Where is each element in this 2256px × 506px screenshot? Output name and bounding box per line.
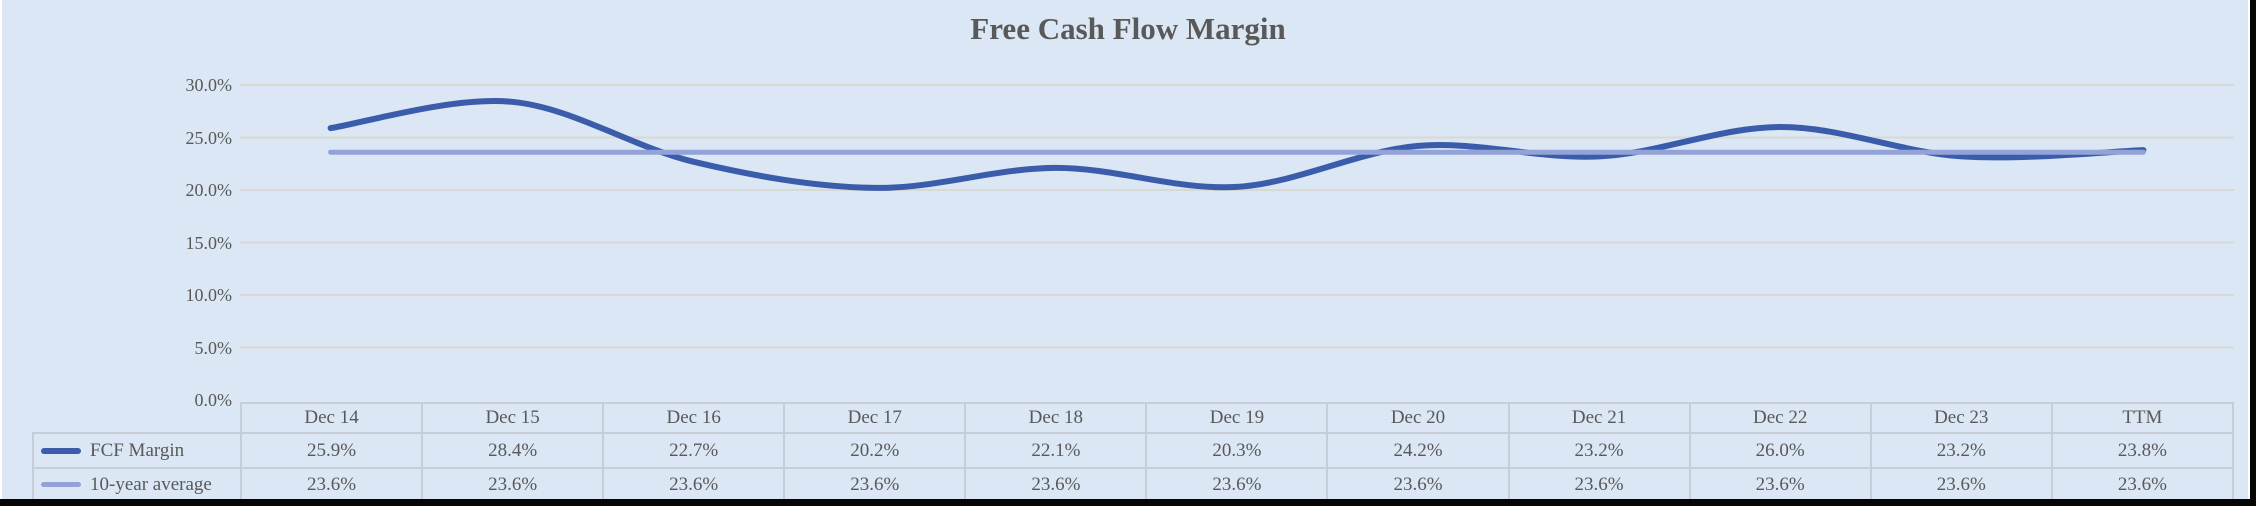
table-row: FCF Margin 25.9% 28.4% 22.7% 20.2% 22.1% 20.3%…	[32, 432, 2235, 469]
y-axis-label: 5.0%	[194, 337, 233, 358]
table-header-row: Dec 14 Dec 15 Dec 16 Dec 17 Dec 18 Dec 19 Dec …	[33, 402, 2235, 434]
table-value-cell: 23.8%	[2050, 432, 2235, 469]
y-axis-label: 15.0%	[185, 232, 233, 253]
legend-label: FCF Margin	[90, 440, 185, 461]
table-header-cell: Dec 14	[239, 402, 424, 434]
window-edge-bottom	[0, 499, 2256, 506]
table-row: 10-year average 23.6% 23.6% 23.6% 23.6% 23.6%…	[32, 467, 2235, 502]
table-header-cell: Dec 17	[783, 402, 967, 434]
table-value-cell: 22.1%	[964, 432, 1148, 469]
table-header-cell: Dec 19	[1145, 402, 1329, 434]
legend-swatch-icon	[41, 447, 81, 454]
chart-data-table: Dec 14 Dec 15 Dec 16 Dec 17 Dec 18 Dec 19 Dec …	[32, 402, 2235, 502]
table-header-cell: TTM	[2050, 402, 2235, 434]
table-value-cell: 23.6%	[1326, 467, 1510, 502]
legend-swatch-icon	[41, 482, 81, 488]
table-value-cell: 25.9%	[239, 432, 424, 469]
table-value-cell: 23.6%	[1869, 467, 2053, 502]
table-corner-spacer	[33, 403, 241, 433]
legend-cell: 10-year average	[32, 467, 242, 502]
table-value-cell: 23.6%	[1507, 467, 1691, 502]
y-axis-label: 10.0%	[185, 285, 233, 305]
y-axis-label: 0.0%	[194, 390, 233, 410]
table-header-cell: Dec 20	[1326, 402, 1510, 434]
y-axis-label: 30.0%	[185, 75, 233, 95]
table-value-cell: 22.7%	[602, 432, 786, 469]
legend-label: 10-year average	[90, 474, 212, 495]
data-table-region: Dec 14 Dec 15 Dec 16 Dec 17 Dec 18 Dec 19 Dec …	[32, 402, 2235, 502]
table-value-cell: 23.6%	[1688, 467, 1872, 502]
chart-title: Free Cash Flow Margin	[970, 11, 1286, 46]
table-header-cell: Dec 18	[964, 402, 1148, 434]
y-axis-label: 20.0%	[185, 180, 233, 200]
table-value-cell: 26.0%	[1688, 432, 1872, 469]
table-value-cell: 23.6%	[602, 467, 786, 502]
table-value-cell: 28.4%	[421, 432, 605, 469]
table-value-cell: 23.6%	[1145, 467, 1329, 502]
table-header-cell: Dec 21	[1507, 402, 1691, 434]
table-header-cell: Dec 23	[1869, 402, 2053, 434]
table-header-cell: Dec 22	[1688, 402, 1872, 434]
legend-cell: FCF Margin	[32, 432, 242, 469]
table-value-cell: 23.6%	[783, 467, 967, 502]
table-header-cell: Dec 15	[421, 402, 605, 434]
table-value-cell: 23.6%	[2050, 467, 2235, 502]
table-value-cell: 24.2%	[1326, 432, 1510, 469]
table-value-cell: 23.6%	[239, 467, 424, 502]
table-value-cell: 23.6%	[421, 467, 605, 502]
table-value-cell: 20.3%	[1145, 432, 1329, 469]
table-value-cell: 23.6%	[964, 467, 1148, 502]
window-edge-right	[2250, 0, 2256, 506]
series-line-fcf-margin	[327, 98, 2147, 191]
window-edge-right-highlight	[2248, 0, 2250, 506]
table-header-cell: Dec 16	[602, 402, 786, 434]
y-axis-label: 25.0%	[185, 127, 233, 148]
window-edge-left-highlight	[0, 0, 2, 506]
table-value-cell: 23.2%	[1507, 432, 1691, 469]
table-value-cell: 20.2%	[783, 432, 967, 469]
table-value-cell: 23.2%	[1869, 432, 2053, 469]
